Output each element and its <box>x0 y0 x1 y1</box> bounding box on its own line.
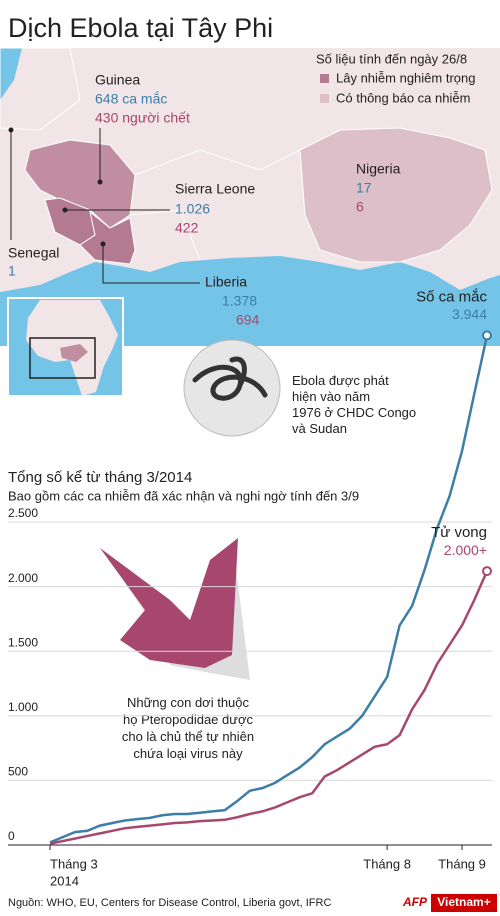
x-tick-label: Tháng 8 <box>363 856 411 871</box>
inset-box <box>29 337 96 379</box>
country-name: Guinea <box>95 72 140 88</box>
series-name: Tử vong <box>431 524 487 541</box>
line <box>49 335 489 844</box>
country-cases: 17 <box>356 180 372 196</box>
legend-title: Số liệu tính đến ngày 26/8 <box>316 51 467 66</box>
bat <box>100 538 238 668</box>
legend-swatch <box>320 94 329 103</box>
y-tick-label: 1.500 <box>8 635 38 649</box>
note-line: Ebola được phát <box>292 373 389 388</box>
logo-box <box>431 894 497 912</box>
y-tick-label: 2.000 <box>8 571 38 585</box>
logo: Vietnam+ <box>437 895 490 909</box>
y-tick-label: 2.500 <box>8 506 38 520</box>
country-deaths: 430 người chết <box>95 110 190 126</box>
note-line: họ Pteropodidae được <box>123 712 253 727</box>
note-line: và Sudan <box>292 421 347 436</box>
x-tick-label: Tháng 9 <box>438 856 486 871</box>
country-deaths: 694 <box>236 312 260 328</box>
logo: AFP <box>402 895 428 909</box>
end-point <box>482 566 492 577</box>
virus-note: Ebola được phát hiện vào năm 1976 ở CHDC C… <box>292 373 416 436</box>
note-line: chứa loại virus này <box>133 746 243 761</box>
end-label: 3.944 <box>452 306 487 322</box>
note-line: Những con dơi thuộc <box>127 695 250 710</box>
y-tick-label: 0 <box>8 829 15 843</box>
chart-subtitle: Bao gồm các ca nhiễm đã xác nhận và nghi… <box>8 488 359 503</box>
country-cases: 1 <box>8 263 16 279</box>
sea <box>0 48 22 100</box>
virus-image <box>183 339 281 437</box>
pointer-dot <box>8 127 14 133</box>
legend-label: Lây nhiễm nghiêm trọng <box>336 70 475 85</box>
country-deaths: 6 <box>356 199 364 215</box>
source: Nguồn: WHO, EU, Centers for Disease Cont… <box>8 897 331 909</box>
bat-note: Những con dơi thuộc họ Pteropodidae được c… <box>122 695 254 761</box>
pointer-dot <box>62 207 68 213</box>
note-line: hiện vào năm <box>292 389 370 404</box>
end-label: 2.000+ <box>444 542 487 558</box>
sea <box>0 256 500 346</box>
country-name: Senegal <box>8 245 59 261</box>
country-cases: 1.378 <box>222 293 257 309</box>
liberia <box>79 210 136 265</box>
note-line: 1976 ở CHDC Congo <box>292 405 416 420</box>
legend-label: Có thông báo ca nhiễm <box>336 90 470 105</box>
country-cases: 1.026 <box>175 201 210 217</box>
country-name: Sierra Leone <box>175 181 255 197</box>
virus <box>192 356 268 401</box>
inset-region <box>60 344 88 362</box>
y-tick-label: 1.000 <box>8 700 38 714</box>
chart-title: Tổng số kể từ tháng 3/2014 <box>8 469 192 486</box>
note-line: cho là chủ thể tự nhiên <box>122 729 254 744</box>
pointer <box>102 244 200 284</box>
legend-swatch <box>320 74 329 83</box>
country-deaths: 422 <box>175 220 199 236</box>
y-tick-label: 500 <box>8 765 28 779</box>
country-name: Nigeria <box>356 161 401 177</box>
line <box>49 570 489 845</box>
end-point <box>482 330 492 341</box>
pointer-dot <box>100 241 106 247</box>
x-sublabel: 2014 <box>50 873 79 888</box>
border <box>129 149 301 261</box>
x-tick-label: Tháng 3 <box>50 856 98 871</box>
country-name: Liberia <box>205 274 247 290</box>
country-cases: 648 ca mắc <box>95 91 167 107</box>
nigeria <box>299 127 493 263</box>
border <box>0 47 81 131</box>
pointer-dot <box>97 179 103 185</box>
series-name: Số ca mắc <box>416 288 487 305</box>
title: Dịch Ebola tại Tây Phi <box>8 13 273 43</box>
